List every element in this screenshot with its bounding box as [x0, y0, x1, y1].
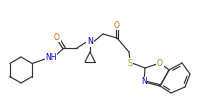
Text: N: N [87, 37, 93, 47]
Text: N: N [141, 78, 147, 87]
Text: S: S [127, 59, 133, 68]
Text: O: O [54, 33, 60, 41]
Text: O: O [157, 59, 163, 68]
Text: O: O [114, 21, 120, 29]
Text: NH: NH [45, 52, 57, 61]
